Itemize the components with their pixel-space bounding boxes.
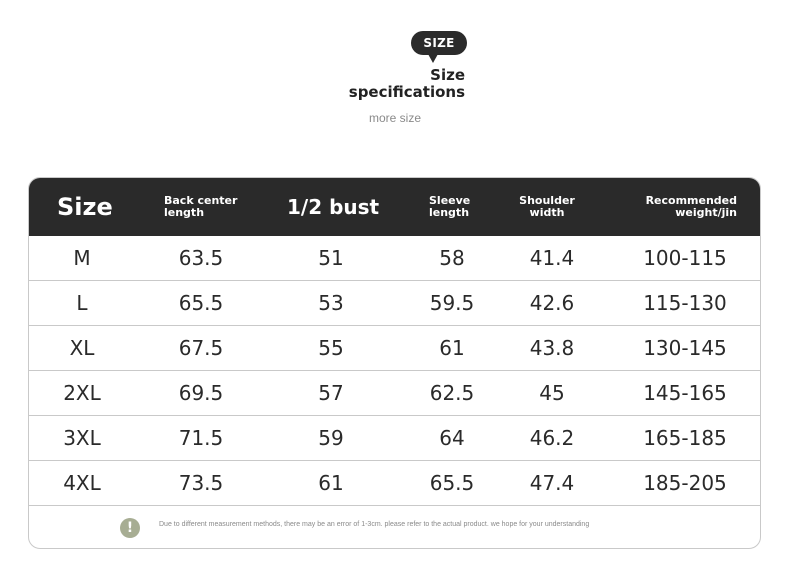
header-sleeve-length: Sleeve length [429, 178, 470, 236]
cell-sleeve: 65.5 [429, 471, 475, 495]
table-row: XL 67.5 55 61 43.8 130-145 [29, 326, 760, 371]
header-back-line-2: length [164, 206, 205, 219]
cell-sleeve: 59.5 [429, 291, 475, 315]
cell-back-length: 73.5 [178, 471, 224, 495]
cell-shoulder: 47.4 [529, 471, 575, 495]
cell-back-length: 69.5 [178, 381, 224, 405]
header-weight-line-2: weight/jin [675, 206, 737, 219]
size-heading: SIZE Size specifications more size [0, 0, 790, 140]
cell-weight: 115-130 [643, 291, 727, 315]
header-back-line-1: Back center [164, 194, 238, 207]
cell-sleeve: 58 [439, 246, 465, 270]
cell-sleeve: 62.5 [429, 381, 475, 405]
cell-bust: 59 [318, 426, 344, 450]
cell-bust: 57 [318, 381, 344, 405]
cell-weight: 100-115 [643, 246, 727, 270]
cell-size: XL [69, 336, 95, 360]
cell-size: M [73, 246, 91, 270]
cell-weight: 130-145 [643, 336, 727, 360]
measurement-note: ! Due to different measurement methods, … [29, 506, 760, 548]
badge-pointer-icon [428, 54, 438, 63]
size-badge: SIZE [411, 31, 467, 55]
header-weight-line-1: Recommended [645, 194, 737, 207]
cell-bust: 51 [318, 246, 344, 270]
cell-size: 2XL [63, 381, 101, 405]
header-shoulder-line-2: width [529, 206, 565, 219]
header-size: Size [57, 193, 113, 221]
note-text: Due to different measurement methods, th… [159, 521, 590, 528]
cell-back-length: 71.5 [178, 426, 224, 450]
table-row: 4XL 73.5 61 65.5 47.4 185-205 [29, 461, 760, 506]
cell-bust: 55 [318, 336, 344, 360]
cell-shoulder: 45 [539, 381, 565, 405]
page-title: Size specifications [330, 67, 465, 101]
cell-size: 4XL [63, 471, 101, 495]
exclamation-icon: ! [120, 518, 140, 538]
cell-shoulder: 43.8 [529, 336, 575, 360]
cell-size: L [76, 291, 88, 315]
header-shoulder-line-1: Shoulder [519, 194, 575, 207]
header-sleeve-line-2: length [429, 206, 470, 219]
cell-sleeve: 64 [439, 426, 465, 450]
header-sleeve-line-1: Sleeve [429, 194, 471, 207]
cell-weight: 165-185 [643, 426, 727, 450]
title-line-2: specifications [348, 83, 465, 101]
header-back-center-length: Back center length [164, 178, 237, 236]
cell-bust: 61 [318, 471, 344, 495]
cell-shoulder: 46.2 [529, 426, 575, 450]
size-table: Size Back center length 1/2 bust Sleeve … [28, 177, 761, 549]
cell-sleeve: 61 [439, 336, 465, 360]
cell-shoulder: 42.6 [529, 291, 575, 315]
cell-back-length: 63.5 [178, 246, 224, 270]
cell-bust: 53 [318, 291, 344, 315]
cell-shoulder: 41.4 [529, 246, 575, 270]
header-recommended-weight: Recommended weight/jin [629, 178, 737, 236]
cell-back-length: 65.5 [178, 291, 224, 315]
table-row: 3XL 71.5 59 64 46.2 165-185 [29, 416, 760, 461]
header-shoulder-width: Shoulder width [517, 178, 577, 236]
header-half-bust: 1/2 bust [287, 195, 380, 219]
cell-back-length: 67.5 [178, 336, 224, 360]
cell-weight: 145-165 [643, 381, 727, 405]
table-header: Size Back center length 1/2 bust Sleeve … [29, 178, 760, 236]
subtitle: more size [368, 111, 421, 125]
cell-size: 3XL [63, 426, 101, 450]
cell-weight: 185-205 [643, 471, 727, 495]
table-row: M 63.5 51 58 41.4 100-115 [29, 236, 760, 281]
table-row: 2XL 69.5 57 62.5 45 145-165 [29, 371, 760, 416]
table-row: L 65.5 53 59.5 42.6 115-130 [29, 281, 760, 326]
title-line-1: Size [430, 66, 465, 84]
